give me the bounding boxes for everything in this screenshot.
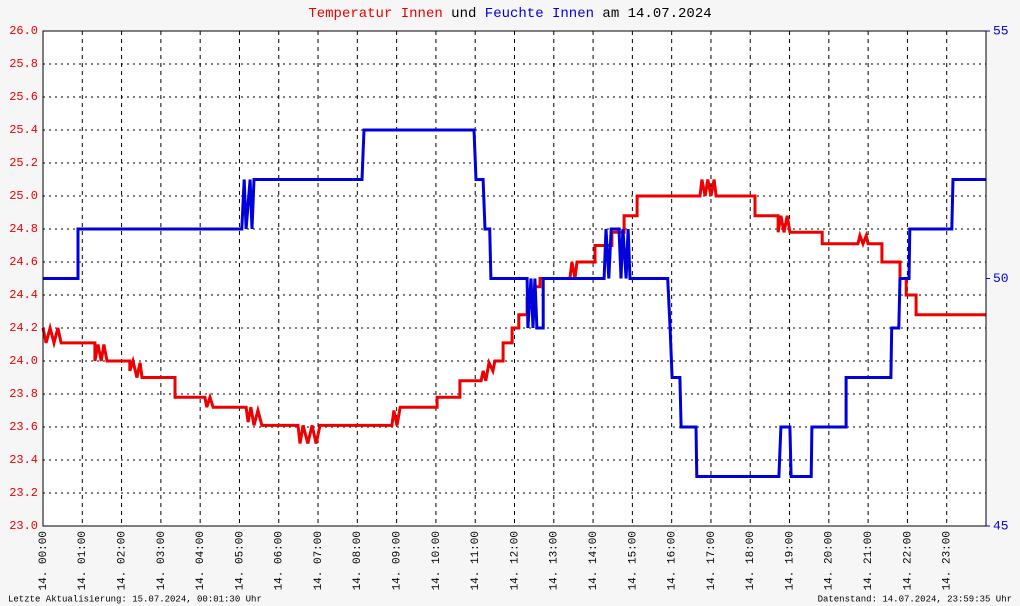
x-tick-label: 14. 00:00 xyxy=(38,531,50,590)
y-tick-label: 25.8 xyxy=(9,57,38,71)
y-tick-label: 25.2 xyxy=(9,156,38,170)
x-tick-label: 14. 13:00 xyxy=(549,531,561,590)
y-tick-label: 23.0 xyxy=(9,519,38,533)
x-tick-label: 14. 16:00 xyxy=(667,531,679,590)
x-tick-label: 14. 23:00 xyxy=(942,531,954,590)
x-tick-label: 14. 17:00 xyxy=(706,531,718,590)
y2-tick-label: 45 xyxy=(993,518,1009,533)
title-series-2: Feuchte Innen xyxy=(485,6,594,22)
y-tick-label: 25.6 xyxy=(9,90,38,104)
x-tick-label: 14. 11:00 xyxy=(470,531,482,590)
y-tick-label: 24.2 xyxy=(9,321,38,335)
chart-title: Temperatur Innen und Feuchte Innen am 14… xyxy=(308,6,711,22)
y-tick-label: 24.4 xyxy=(9,288,38,302)
x-tick-label: 14. 06:00 xyxy=(274,531,286,590)
series-line xyxy=(41,179,986,444)
y-tick-label: 26.0 xyxy=(9,24,38,38)
footer-left: Letzte Aktualisierung: 15.07.2024, 00:01… xyxy=(8,594,262,604)
lines xyxy=(41,128,986,478)
y-tick-label: 24.6 xyxy=(9,255,38,269)
x-tick-label: 14. 12:00 xyxy=(509,531,521,590)
x-tick-label: 14. 07:00 xyxy=(313,531,325,590)
y-tick-label: 24.8 xyxy=(9,222,38,236)
y-tick-label: 23.4 xyxy=(9,453,38,467)
title-series-1: Temperatur Innen xyxy=(308,6,442,22)
x-tick-label: 14. 03:00 xyxy=(156,531,168,590)
y-tick-label: 23.6 xyxy=(9,420,38,434)
y-tick-label: 24.0 xyxy=(9,354,38,368)
x-tick-label: 14. 02:00 xyxy=(116,531,128,590)
x-tick-label: 14. 19:00 xyxy=(784,531,796,590)
x-tick-label: 14. 09:00 xyxy=(392,531,404,590)
x-tick-label: 14. 22:00 xyxy=(902,531,914,590)
series-line xyxy=(43,128,986,478)
x-tick-label: 14. 10:00 xyxy=(431,531,443,590)
y2-tick-label: 50 xyxy=(993,271,1009,286)
y-tick-label: 23.8 xyxy=(9,387,38,401)
x-tick-label: 14. 15:00 xyxy=(627,531,639,590)
title-suffix: am 14.07.2024 xyxy=(602,6,711,22)
title-connector: und xyxy=(451,6,476,22)
x-tick-label: 14. 21:00 xyxy=(863,531,875,590)
y-tick-label: 23.2 xyxy=(9,486,38,500)
footer-right: Datenstand: 14.07.2024, 23:59:35 Uhr xyxy=(818,594,1012,604)
x-tick-label: 14. 08:00 xyxy=(352,531,364,590)
x-tick-label: 14. 18:00 xyxy=(745,531,757,590)
y2-tick-label: 55 xyxy=(993,23,1009,38)
x-tick-label: 14. 05:00 xyxy=(234,531,246,590)
x-tick-label: 14. 14:00 xyxy=(588,531,600,590)
x-tick-label: 14. 20:00 xyxy=(824,531,836,590)
y-tick-label: 25.0 xyxy=(9,189,38,203)
x-tick-label: 14. 01:00 xyxy=(77,531,89,590)
y-tick-label: 25.4 xyxy=(9,123,38,137)
x-tick-label: 14. 04:00 xyxy=(195,531,207,590)
